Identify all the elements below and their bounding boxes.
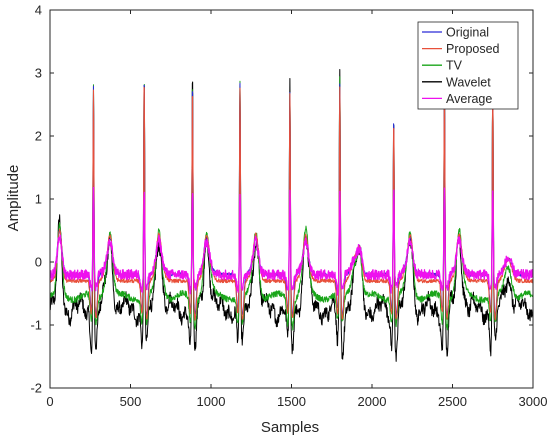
x-tick-label: 2500 [438,394,467,409]
series-line-wavelet [49,69,534,362]
x-tick-label: 2000 [358,394,387,409]
y-tick-label: -1 [30,318,42,333]
y-tick-label: 0 [35,255,42,270]
y-tick-label: 2 [35,129,42,144]
axis-ticks: 0 500 1000 1500 2000 2500 3000 -2 -1 0 1 2 3 4 [30,3,547,410]
x-axis-label: Samples [261,419,319,436]
series-line-proposed [49,86,534,321]
y-axis-label: Amplitude [5,165,22,232]
x-tick-label: 500 [120,394,142,409]
x-tick-label: 0 [46,394,53,409]
legend-label-average: Average [446,92,492,106]
series-line-average [49,186,534,296]
legend: Original Proposed TV Wavelet Average [417,21,519,110]
x-tick-label: 1000 [197,394,226,409]
legend-label-proposed: Proposed [446,42,500,56]
x-tick-label: 3000 [519,394,548,409]
y-tick-label: 4 [35,3,42,18]
legend-label-wavelet: Wavelet [446,75,491,89]
y-tick-label: 1 [35,192,42,207]
y-tick-label: -2 [30,381,42,396]
series-line-tv [49,76,534,331]
series-lines [49,69,534,362]
legend-label-original: Original [446,26,489,40]
legend-label-tv: TV [446,59,463,73]
y-tick-label: 3 [35,66,42,81]
x-tick-label: 1500 [277,394,306,409]
